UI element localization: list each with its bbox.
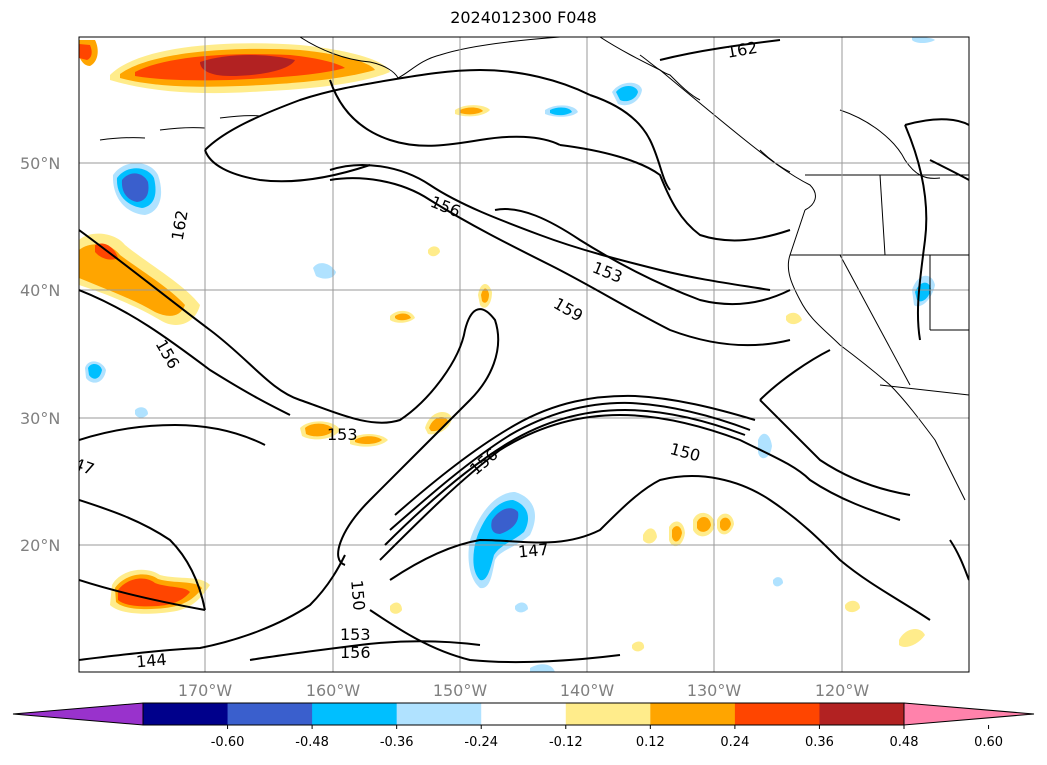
contour-label: 144 bbox=[135, 650, 167, 672]
colorbar-tick-label: 0.60 bbox=[974, 735, 1003, 750]
contour-label: 162 bbox=[168, 209, 192, 242]
lon-label-140w: 140°W bbox=[560, 681, 615, 700]
map-plot-area: 162 156 153 159 162 156 153 150 156 147 … bbox=[71, 37, 969, 672]
lon-label-120w: 120°W bbox=[815, 681, 870, 700]
colorbar-segment bbox=[819, 703, 905, 725]
contour-label: 150 bbox=[347, 579, 369, 611]
colorbar-segment bbox=[565, 703, 651, 725]
colorbar-tick-label: -0.24 bbox=[464, 735, 498, 750]
lon-label-150w: 150°W bbox=[433, 681, 488, 700]
colorbar-tick-label: -0.36 bbox=[380, 735, 414, 750]
lon-label-160w: 160°W bbox=[306, 681, 361, 700]
colorbar-segment bbox=[650, 703, 736, 725]
contour-label: 156 bbox=[152, 336, 184, 372]
colorbar-segment bbox=[396, 703, 482, 725]
colorbar-segment bbox=[227, 703, 313, 725]
lon-label-170w: 170°W bbox=[178, 681, 233, 700]
lon-label-130w: 130°W bbox=[687, 681, 742, 700]
lat-label-50n: 50°N bbox=[20, 154, 60, 173]
coastlines bbox=[99, 37, 969, 501]
colorbar-segment bbox=[734, 703, 820, 725]
map-frame bbox=[78, 36, 970, 673]
longitude-labels: 170°W 160°W 150°W 140°W 130°W 120°W bbox=[178, 681, 870, 700]
contour-label: 47 bbox=[71, 454, 97, 479]
contour-label: 147 bbox=[517, 540, 549, 562]
map-title: 2024012300 F048 bbox=[450, 8, 597, 27]
colorbar-frame bbox=[142, 702, 905, 726]
gridlines bbox=[79, 37, 969, 672]
contour-label: 159 bbox=[550, 294, 586, 326]
colorbar-tick-label: -0.12 bbox=[549, 735, 583, 750]
contour-label: 153 bbox=[327, 425, 358, 444]
colorbar-extend-high bbox=[903, 702, 1035, 726]
height-contours bbox=[79, 39, 969, 664]
colorbar: -0.60 -0.48 -0.36 -0.24 -0.12 0.12 0.24 0.36 0.4… bbox=[12, 702, 1035, 750]
colorbar-tick-label: 0.48 bbox=[890, 735, 919, 750]
colorbar-segment bbox=[143, 703, 229, 725]
lat-label-30n: 30°N bbox=[20, 409, 60, 428]
contour-label: 150 bbox=[668, 439, 702, 465]
colorbar-segment bbox=[312, 703, 398, 725]
colorbar-tick-label: -0.48 bbox=[295, 735, 329, 750]
colorbar-extend-low bbox=[12, 702, 144, 726]
colorbar-tick-label: -0.60 bbox=[211, 735, 245, 750]
contour-label: 162 bbox=[725, 38, 758, 62]
colorbar-tick-label: 0.12 bbox=[636, 735, 665, 750]
contour-label: 156 bbox=[340, 643, 371, 662]
lat-label-40n: 40°N bbox=[20, 281, 60, 300]
colorbar-tick-label: 0.36 bbox=[805, 735, 834, 750]
lat-label-20n: 20°N bbox=[20, 536, 60, 555]
contour-labels: 162 156 153 159 162 156 153 150 156 147 … bbox=[71, 38, 759, 672]
contour-label: 153 bbox=[590, 258, 625, 287]
contour-label: 153 bbox=[340, 625, 371, 644]
colorbar-segment bbox=[481, 703, 567, 725]
shaded-fields bbox=[79, 37, 935, 672]
latitude-labels: 50°N 40°N 30°N 20°N bbox=[20, 154, 60, 555]
colorbar-tick-label: 0.24 bbox=[720, 735, 749, 750]
